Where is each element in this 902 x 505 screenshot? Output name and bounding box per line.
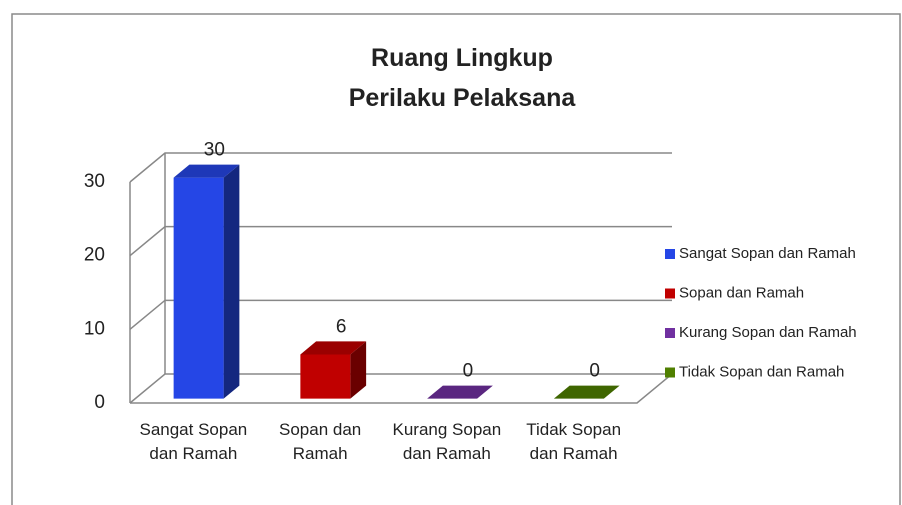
legend-swatch bbox=[665, 328, 675, 338]
bar-front bbox=[173, 177, 224, 399]
legend-label: Kurang Sopan dan Ramah bbox=[679, 324, 857, 341]
legend-label: Tidak Sopan dan Ramah bbox=[679, 363, 844, 380]
x-tick-label: Tidak Sopan dan Ramah bbox=[526, 420, 622, 463]
grid-line bbox=[129, 225, 672, 257]
grid-line bbox=[129, 299, 672, 330]
y-tick-label: 10 bbox=[84, 318, 105, 339]
floor bbox=[130, 373, 673, 404]
legend-swatch bbox=[665, 288, 675, 299]
grid-line bbox=[129, 152, 672, 183]
value-label: 0 bbox=[589, 361, 600, 382]
x-tick-label: Sopan dan Ramah bbox=[279, 420, 362, 463]
value-label: 0 bbox=[463, 361, 474, 382]
y-tick-label: 30 bbox=[84, 171, 105, 192]
grid-line bbox=[129, 373, 672, 404]
bar-top bbox=[553, 385, 620, 399]
value-label: 6 bbox=[336, 316, 347, 337]
bar-top bbox=[173, 164, 240, 178]
bar-side bbox=[223, 164, 240, 399]
bar-top bbox=[300, 341, 367, 355]
y-tick-label: 0 bbox=[94, 392, 105, 413]
bar-side bbox=[350, 341, 367, 399]
chart-title: Ruang Lingkup Perilaku Pelaksana bbox=[348, 44, 576, 112]
legend-swatch bbox=[665, 367, 675, 378]
legend-label: Sopan dan Ramah bbox=[679, 284, 804, 301]
x-tick-label: Kurang Sopan dan Ramah bbox=[392, 420, 502, 463]
bar-top bbox=[427, 385, 493, 399]
value-label: 30 bbox=[204, 140, 225, 161]
frame bbox=[11, 13, 901, 505]
legend-swatch bbox=[665, 249, 675, 259]
x-tick-label: Sangat Sopan dan Ramah bbox=[139, 420, 248, 463]
y-tick-label: 20 bbox=[84, 245, 105, 266]
bar-front bbox=[300, 354, 351, 399]
legend-label: Sangat Sopan dan Ramah bbox=[679, 245, 856, 262]
